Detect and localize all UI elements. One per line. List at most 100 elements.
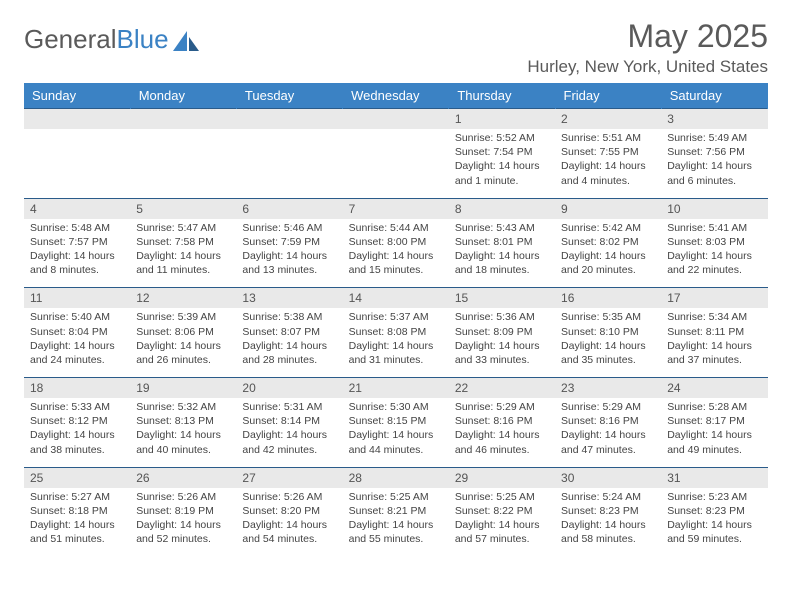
day-number-cell: 8 <box>449 198 555 219</box>
weekday-header: Monday <box>130 83 236 109</box>
day-detail-line: Sunrise: 5:30 AM <box>349 400 443 414</box>
day-number-cell <box>24 109 130 130</box>
day-detail-line: Daylight: 14 hours <box>242 339 336 353</box>
day-detail-line: Daylight: 14 hours <box>667 249 761 263</box>
day-number-row: 11121314151617 <box>24 288 768 309</box>
day-detail-line: Daylight: 14 hours <box>136 339 230 353</box>
day-content-row: Sunrise: 5:27 AMSunset: 8:18 PMDaylight:… <box>24 488 768 557</box>
calendar-head: SundayMondayTuesdayWednesdayThursdayFrid… <box>24 83 768 109</box>
day-content-cell: Sunrise: 5:51 AMSunset: 7:55 PMDaylight:… <box>555 129 661 198</box>
day-detail-line: and 4 minutes. <box>561 174 655 188</box>
brand-text: GeneralBlue <box>24 24 169 55</box>
day-detail-line: and 49 minutes. <box>667 443 761 457</box>
day-detail-line: Sunrise: 5:27 AM <box>30 490 124 504</box>
day-detail-line: Sunrise: 5:31 AM <box>242 400 336 414</box>
day-content-cell: Sunrise: 5:44 AMSunset: 8:00 PMDaylight:… <box>343 219 449 288</box>
day-detail-line: and 58 minutes. <box>561 532 655 546</box>
day-detail-line: Sunset: 8:15 PM <box>349 414 443 428</box>
day-number-cell: 20 <box>236 378 342 399</box>
brand-logo: GeneralBlue <box>24 18 199 55</box>
day-content-cell: Sunrise: 5:29 AMSunset: 8:16 PMDaylight:… <box>555 398 661 467</box>
day-detail-line: Daylight: 14 hours <box>455 159 549 173</box>
day-detail-line: Sunrise: 5:23 AM <box>667 490 761 504</box>
day-number-cell: 7 <box>343 198 449 219</box>
day-number-cell: 16 <box>555 288 661 309</box>
day-content-cell: Sunrise: 5:23 AMSunset: 8:23 PMDaylight:… <box>661 488 767 557</box>
day-detail-line: Daylight: 14 hours <box>242 428 336 442</box>
day-detail-line: and 20 minutes. <box>561 263 655 277</box>
day-detail-line: and 54 minutes. <box>242 532 336 546</box>
day-detail-line: Sunrise: 5:35 AM <box>561 310 655 324</box>
day-content-cell: Sunrise: 5:46 AMSunset: 7:59 PMDaylight:… <box>236 219 342 288</box>
day-content-cell: Sunrise: 5:47 AMSunset: 7:58 PMDaylight:… <box>130 219 236 288</box>
day-content-cell: Sunrise: 5:37 AMSunset: 8:08 PMDaylight:… <box>343 308 449 377</box>
day-content-cell: Sunrise: 5:26 AMSunset: 8:20 PMDaylight:… <box>236 488 342 557</box>
day-detail-line: Sunset: 8:16 PM <box>455 414 549 428</box>
day-detail-line: Sunrise: 5:51 AM <box>561 131 655 145</box>
day-detail-line: and 37 minutes. <box>667 353 761 367</box>
day-content-cell: Sunrise: 5:25 AMSunset: 8:21 PMDaylight:… <box>343 488 449 557</box>
day-detail-line: Sunset: 8:00 PM <box>349 235 443 249</box>
day-content-cell: Sunrise: 5:25 AMSunset: 8:22 PMDaylight:… <box>449 488 555 557</box>
day-detail-line: and 51 minutes. <box>30 532 124 546</box>
day-number-cell: 25 <box>24 467 130 488</box>
day-detail-line: Sunset: 7:59 PM <box>242 235 336 249</box>
day-number-cell: 18 <box>24 378 130 399</box>
day-detail-line: Daylight: 14 hours <box>667 339 761 353</box>
day-number-cell <box>343 109 449 130</box>
day-detail-line: and 52 minutes. <box>136 532 230 546</box>
day-detail-line: and 15 minutes. <box>349 263 443 277</box>
brand-part2: Blue <box>117 24 169 54</box>
day-detail-line: and 28 minutes. <box>242 353 336 367</box>
day-number-cell: 3 <box>661 109 767 130</box>
day-number-cell: 21 <box>343 378 449 399</box>
day-detail-line: and 42 minutes. <box>242 443 336 457</box>
day-detail-line: Daylight: 14 hours <box>667 518 761 532</box>
day-detail-line: Sunset: 8:07 PM <box>242 325 336 339</box>
day-detail-line: Sunrise: 5:24 AM <box>561 490 655 504</box>
day-detail-line: Daylight: 14 hours <box>561 249 655 263</box>
day-content-cell: Sunrise: 5:42 AMSunset: 8:02 PMDaylight:… <box>555 219 661 288</box>
brand-part1: General <box>24 24 117 54</box>
day-number-cell: 2 <box>555 109 661 130</box>
day-detail-line: Sunrise: 5:29 AM <box>455 400 549 414</box>
day-detail-line: Sunset: 8:10 PM <box>561 325 655 339</box>
day-content-row: Sunrise: 5:48 AMSunset: 7:57 PMDaylight:… <box>24 219 768 288</box>
day-detail-line: and 35 minutes. <box>561 353 655 367</box>
day-detail-line: Sunset: 8:14 PM <box>242 414 336 428</box>
day-detail-line: and 31 minutes. <box>349 353 443 367</box>
day-detail-line: Sunrise: 5:40 AM <box>30 310 124 324</box>
weekday-header: Sunday <box>24 83 130 109</box>
day-detail-line: Sunrise: 5:25 AM <box>349 490 443 504</box>
day-detail-line: Sunset: 7:54 PM <box>455 145 549 159</box>
day-detail-line: Daylight: 14 hours <box>30 428 124 442</box>
day-detail-line: Sunset: 8:16 PM <box>561 414 655 428</box>
day-detail-line: Daylight: 14 hours <box>455 428 549 442</box>
day-content-cell: Sunrise: 5:48 AMSunset: 7:57 PMDaylight:… <box>24 219 130 288</box>
day-number-cell: 14 <box>343 288 449 309</box>
day-detail-line: Daylight: 14 hours <box>30 518 124 532</box>
day-content-row: Sunrise: 5:40 AMSunset: 8:04 PMDaylight:… <box>24 308 768 377</box>
day-number-cell: 5 <box>130 198 236 219</box>
weekday-header: Friday <box>555 83 661 109</box>
title-block: May 2025 Hurley, New York, United States <box>527 18 768 77</box>
day-detail-line: and 8 minutes. <box>30 263 124 277</box>
day-number-cell: 29 <box>449 467 555 488</box>
day-detail-line: Sunrise: 5:25 AM <box>455 490 549 504</box>
day-content-cell <box>343 129 449 198</box>
day-detail-line: and 6 minutes. <box>667 174 761 188</box>
day-number-row: 25262728293031 <box>24 467 768 488</box>
day-content-cell: Sunrise: 5:30 AMSunset: 8:15 PMDaylight:… <box>343 398 449 467</box>
day-detail-line: Daylight: 14 hours <box>667 428 761 442</box>
location: Hurley, New York, United States <box>527 57 768 77</box>
day-detail-line: Sunrise: 5:26 AM <box>136 490 230 504</box>
day-detail-line: Sunrise: 5:38 AM <box>242 310 336 324</box>
day-detail-line: Daylight: 14 hours <box>349 249 443 263</box>
day-detail-line: and 40 minutes. <box>136 443 230 457</box>
day-detail-line: Sunset: 8:19 PM <box>136 504 230 518</box>
weekday-header: Wednesday <box>343 83 449 109</box>
day-detail-line: Daylight: 14 hours <box>561 428 655 442</box>
day-content-cell: Sunrise: 5:41 AMSunset: 8:03 PMDaylight:… <box>661 219 767 288</box>
day-number-cell: 13 <box>236 288 342 309</box>
day-number-cell: 11 <box>24 288 130 309</box>
